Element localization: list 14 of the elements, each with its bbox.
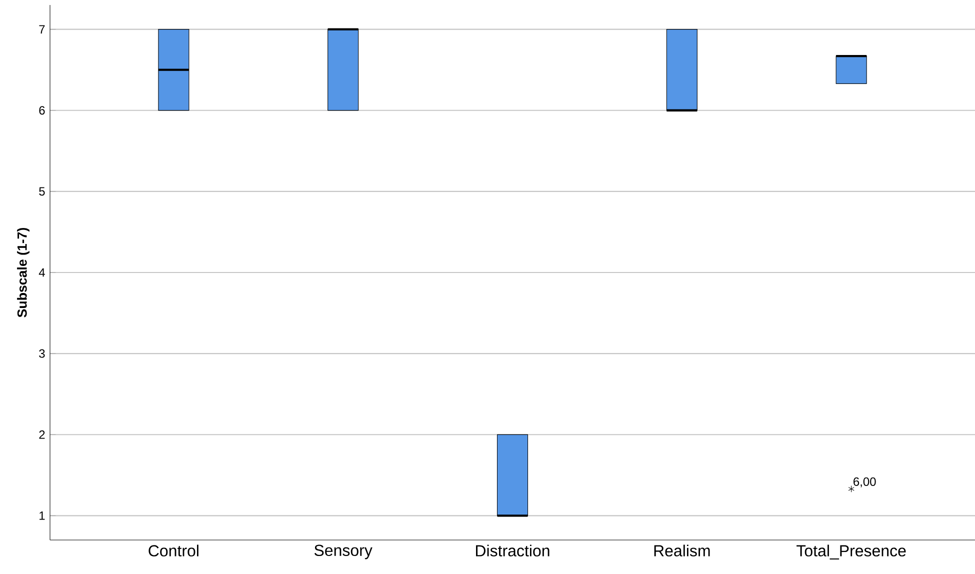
x-tick-label: Total_Presence [796, 544, 906, 560]
x-tick-label: Distraction [476, 544, 550, 556]
y-axis-title: Subscale (1-7) [17, 228, 30, 318]
y-tick-label: 4 [38, 268, 45, 277]
y-tick-label: 5 [39, 187, 45, 196]
y-tick-label: 7 [39, 25, 45, 34]
y-tick-label: 1 [40, 512, 45, 520]
x-tick-label: Sensory [314, 544, 372, 560]
annotation: 6,00 [854, 477, 876, 488]
y-tick-label: 2 [39, 430, 45, 439]
x-tick-label: Control [148, 544, 198, 556]
x-tick-label: Realism [654, 544, 710, 556]
y-tick-label: 3 [39, 349, 45, 358]
y-tick-label: 6 [39, 106, 45, 115]
